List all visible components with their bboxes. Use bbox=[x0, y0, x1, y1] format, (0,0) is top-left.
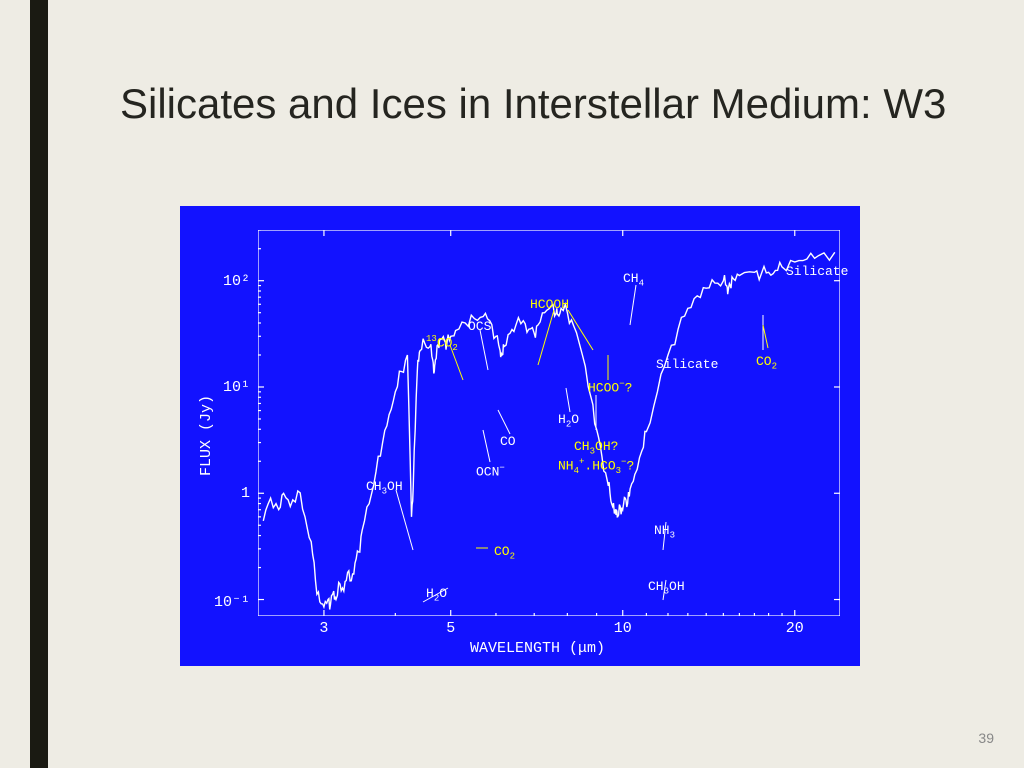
annotation-label: Silicate bbox=[786, 265, 848, 278]
y-tick-label: 1 bbox=[190, 485, 250, 502]
annotation-label: H2O bbox=[558, 413, 579, 430]
y-axis-label: FLUX (Jy) bbox=[198, 395, 215, 476]
y-tick-label: 10⁻¹ bbox=[190, 592, 250, 611]
annotation-label: NH3 bbox=[654, 524, 675, 541]
page-number: 39 bbox=[978, 730, 994, 746]
x-tick-label: 20 bbox=[775, 620, 815, 637]
annotation-label: HCOO−? bbox=[588, 380, 632, 394]
plot-area: CH3OHH2OOCSOCN−COH2OSilicateNH3CH3OHSili… bbox=[258, 230, 840, 616]
annotation-label: OCS bbox=[468, 320, 491, 333]
annotation-label: CH3OH? bbox=[574, 440, 618, 457]
annotation-label: CH3OH bbox=[648, 580, 685, 597]
x-tick-label: 10 bbox=[603, 620, 643, 637]
annotation-label: CH4 bbox=[623, 272, 644, 289]
annotation-label: 13CO2 bbox=[426, 335, 458, 353]
x-axis-label: WAVELENGTH (μm) bbox=[470, 640, 605, 657]
annotation-label: Silicate bbox=[656, 358, 718, 371]
chart-svg bbox=[258, 230, 840, 616]
spectrum-chart: CH3OH H2O OCS OCN− CO H2O Silicate NH3 CH3OH Sili… bbox=[180, 206, 860, 666]
annotation-label: NH4+.HCO3−? bbox=[558, 458, 634, 476]
x-tick-label: 5 bbox=[431, 620, 471, 637]
x-tick-label: 3 bbox=[304, 620, 344, 637]
annotation-label: H2O bbox=[426, 587, 447, 604]
slide-title: Silicates and Ices in Interstellar Mediu… bbox=[120, 78, 946, 131]
annotation-label: CH3OH bbox=[366, 480, 403, 497]
annotation-label: CO2 bbox=[494, 545, 515, 562]
annotation-label: CO2 bbox=[756, 355, 777, 372]
y-tick-label: 10¹ bbox=[190, 379, 250, 396]
annotation-label: HCOOH bbox=[530, 298, 569, 311]
accent-bar bbox=[30, 0, 48, 768]
y-tick-label: 10² bbox=[190, 273, 250, 290]
annotation-label: OCN− bbox=[476, 464, 505, 478]
annotation-label: CO bbox=[500, 435, 516, 448]
